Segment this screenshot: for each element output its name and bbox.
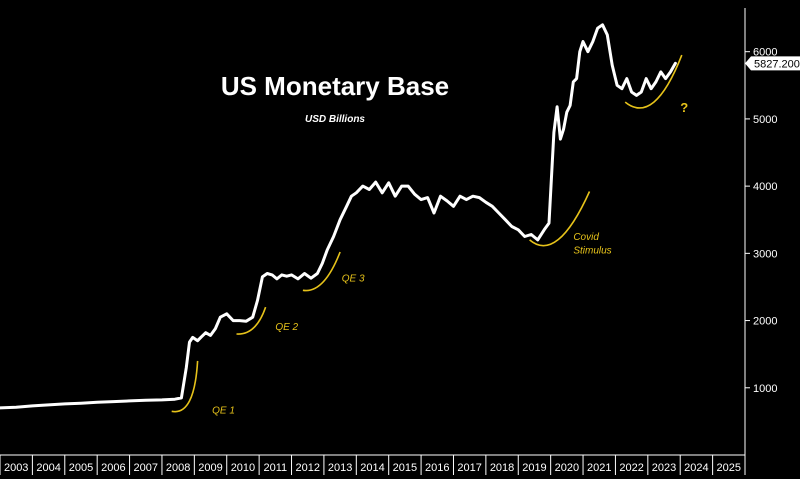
x-tick-label: 2010 bbox=[231, 462, 255, 474]
y-tick-label: 4000 bbox=[753, 181, 777, 193]
annotation-arc bbox=[302, 251, 341, 292]
x-tick-label: 2022 bbox=[619, 462, 643, 474]
x-tick-label: 2006 bbox=[101, 462, 125, 474]
annotation-label: Stimulus bbox=[573, 245, 611, 256]
x-tick-label: 2013 bbox=[328, 462, 352, 474]
x-tick-label: 2004 bbox=[36, 462, 60, 474]
x-tick-label: 2009 bbox=[198, 462, 222, 474]
last-value-marker: 5827.200 bbox=[745, 56, 800, 71]
y-tick-label: 6000 bbox=[753, 47, 777, 59]
x-tick-label: 2021 bbox=[587, 462, 611, 474]
x-tick-label: 2020 bbox=[555, 462, 579, 474]
last-value-label: 5827.200 bbox=[754, 58, 800, 70]
annotation-label: QE 2 bbox=[275, 322, 298, 333]
x-tick-label: 2014 bbox=[360, 462, 384, 474]
x-tick-label: 2025 bbox=[717, 462, 741, 474]
x-tick-label: 2007 bbox=[134, 462, 158, 474]
annotation-arc bbox=[624, 54, 683, 109]
plot-area bbox=[0, 23, 677, 410]
x-tick-label: 2024 bbox=[684, 462, 708, 474]
annotations: QE 1 QE 2 QE 3 Covid Stimulus? bbox=[171, 54, 688, 416]
x-tick-label: 2015 bbox=[393, 462, 417, 474]
annotation-label: Covid bbox=[573, 232, 599, 243]
x-tick-label: 2017 bbox=[457, 462, 481, 474]
annotation-arc bbox=[171, 360, 199, 413]
annotation-arc bbox=[529, 191, 591, 247]
y-tick-label: 3000 bbox=[753, 248, 777, 260]
x-axis: 2003 2004 2005 2006 2007 2008 2009 2010 2011 2012… bbox=[0, 454, 746, 475]
x-tick-label: 2018 bbox=[490, 462, 514, 474]
x-tick-label: 2008 bbox=[166, 462, 190, 474]
x-tick-label: 2003 bbox=[4, 462, 28, 474]
x-tick-label: 2005 bbox=[69, 462, 93, 474]
x-tick-label: 2023 bbox=[652, 462, 676, 474]
y-tick-label: 1000 bbox=[753, 383, 777, 395]
annotation-label: QE 3 bbox=[342, 274, 365, 285]
x-tick-label: 2016 bbox=[425, 462, 449, 474]
chart-title: US Monetary Base bbox=[221, 71, 449, 101]
chart-subtitle: USD Billions bbox=[305, 114, 365, 125]
x-tick-label: 2011 bbox=[263, 462, 287, 474]
annotation-arc bbox=[236, 306, 267, 335]
annotation-label: QE 1 bbox=[212, 405, 235, 416]
y-tick-label: 5000 bbox=[753, 114, 777, 126]
series-line bbox=[0, 23, 677, 410]
last-value-box bbox=[745, 56, 800, 71]
annotation-label: ? bbox=[680, 100, 688, 115]
x-tick-label: 2012 bbox=[295, 462, 319, 474]
y-tick-label: 2000 bbox=[753, 316, 777, 328]
x-tick-label: 2019 bbox=[522, 462, 546, 474]
